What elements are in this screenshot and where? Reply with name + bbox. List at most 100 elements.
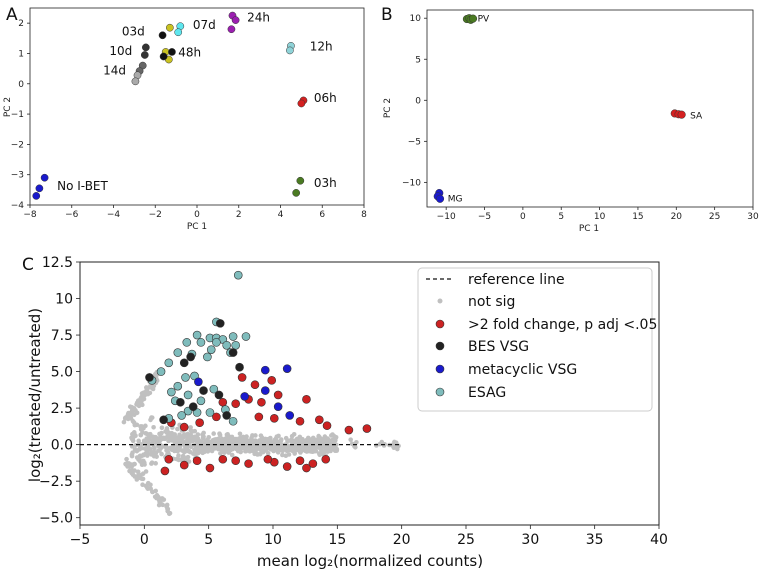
not-sig-point xyxy=(318,437,324,443)
y-tick-label-a: 1 xyxy=(18,49,24,59)
point-esag xyxy=(196,338,206,347)
not-sig-point xyxy=(259,437,264,443)
not-sig-point xyxy=(152,494,158,500)
y-tick-label-b: 0 xyxy=(415,96,421,106)
not-sig-point xyxy=(134,400,140,406)
not-sig-point xyxy=(159,425,165,431)
not-sig-point xyxy=(278,437,284,442)
point-2-fold-change-p-adj-05 xyxy=(244,459,253,468)
not-sig-point xyxy=(222,450,227,455)
not-sig-point xyxy=(334,448,340,453)
x-tick-label-b: 30 xyxy=(747,212,759,222)
not-sig-point xyxy=(265,450,271,456)
x-tick-label-b: 20 xyxy=(671,212,683,222)
scatter-point-48h xyxy=(168,48,176,56)
scatter-point-03h xyxy=(296,176,305,185)
legend-label-metacyclic-vsg: metacyclic VSG xyxy=(468,362,577,378)
not-sig-point xyxy=(221,439,226,444)
not-sig-point xyxy=(392,439,397,445)
point-2-fold-change-p-adj-05 xyxy=(237,373,247,382)
not-sig-point xyxy=(145,440,150,445)
point-label-14d: 14d xyxy=(103,64,126,78)
not-sig-point xyxy=(175,448,180,454)
not-sig-point xyxy=(142,390,147,395)
not-sig-point xyxy=(233,446,239,451)
not-sig-point xyxy=(128,469,133,474)
point-esag xyxy=(173,381,183,391)
y-tick-label-c: 10 xyxy=(55,292,73,308)
not-sig-point xyxy=(143,450,149,456)
panel-label-b: B xyxy=(381,5,393,25)
not-sig-point xyxy=(283,453,289,459)
scatter-point-06h xyxy=(297,99,306,108)
not-sig-point xyxy=(143,469,149,474)
point-label-12h: 12h xyxy=(310,39,333,53)
x-tick-label-a: 0 xyxy=(194,210,200,220)
y-tick-label-c: 0.0 xyxy=(51,438,73,454)
scatter-point-no-i-bet xyxy=(32,192,41,200)
not-sig-point xyxy=(156,443,161,448)
not-sig-point xyxy=(309,447,314,453)
y-tick-label-c: −2.5 xyxy=(39,474,73,490)
x-tick-label-c: 0 xyxy=(140,532,149,548)
not-sig-point xyxy=(129,436,135,442)
point-2-fold-change-p-adj-05 xyxy=(218,454,228,464)
point-esag xyxy=(177,411,186,420)
y-tick-label-a: 0 xyxy=(18,80,24,90)
y-tick-label-a: −2 xyxy=(11,140,24,150)
point-2-fold-change-p-adj-05 xyxy=(164,454,174,464)
scatter-point-10d xyxy=(142,43,150,52)
scatter-point-03h xyxy=(292,189,301,197)
point-esag xyxy=(212,338,221,347)
point-esag xyxy=(183,390,193,400)
not-sig-point xyxy=(206,434,212,440)
legend-swatch-esag xyxy=(435,387,445,397)
not-sig-point xyxy=(291,431,297,437)
not-sig-point xyxy=(129,408,135,413)
x-tick-label-b: 15 xyxy=(632,212,643,222)
not-sig-point xyxy=(124,456,129,462)
point-bes-vsg xyxy=(145,373,154,382)
point-2-fold-change-p-adj-05 xyxy=(269,414,279,423)
not-sig-point xyxy=(129,453,135,459)
point-bes-vsg xyxy=(188,402,198,411)
scatter-point-24h xyxy=(227,25,236,34)
point-esag xyxy=(167,387,176,397)
point-metacyclic-vsg xyxy=(285,411,295,420)
point-esag xyxy=(181,373,190,382)
point-bes-vsg xyxy=(176,397,185,407)
point-2-fold-change-p-adj-05 xyxy=(250,380,260,390)
point-metacyclic-vsg xyxy=(194,377,203,387)
not-sig-point xyxy=(256,444,261,450)
x-tick-label-c: 25 xyxy=(457,532,475,548)
not-sig-point xyxy=(379,439,385,445)
scatter-point-no-i-bet xyxy=(40,173,49,182)
not-sig-point xyxy=(165,450,171,455)
point-esag xyxy=(203,352,212,362)
legend-label-reference-line: reference line xyxy=(468,272,565,288)
point-bes-vsg xyxy=(179,358,189,368)
plot-area-a: −8 −6 −4 −2 0 2 4 6 8 −4 −3 −2 −1 0 1 2 24h 07d 03d 10d 48h 1… xyxy=(11,11,367,220)
not-sig-point xyxy=(281,445,287,451)
scatter-point-12h xyxy=(286,46,294,55)
point-2-fold-change-p-adj-05 xyxy=(308,459,318,468)
not-sig-point xyxy=(227,445,232,451)
not-sig-point xyxy=(286,447,292,453)
not-sig-point xyxy=(177,438,182,444)
not-sig-point xyxy=(298,439,303,445)
legend-swatch-fold-change xyxy=(435,319,445,329)
point-bes-vsg xyxy=(215,319,225,328)
point-bes-vsg xyxy=(186,352,195,362)
not-sig-point xyxy=(184,438,190,444)
not-sig-point xyxy=(121,419,127,425)
not-sig-cloud xyxy=(121,369,401,517)
not-sig-point xyxy=(200,432,205,437)
not-sig-point xyxy=(180,456,186,461)
point-2-fold-change-p-adj-05 xyxy=(160,466,170,476)
x-tick-label-b: 5 xyxy=(558,212,564,222)
not-sig-point xyxy=(151,425,156,430)
not-sig-point xyxy=(147,390,153,396)
x-tick-label-a: −2 xyxy=(149,210,162,220)
point-label-mg: MG xyxy=(448,194,463,204)
